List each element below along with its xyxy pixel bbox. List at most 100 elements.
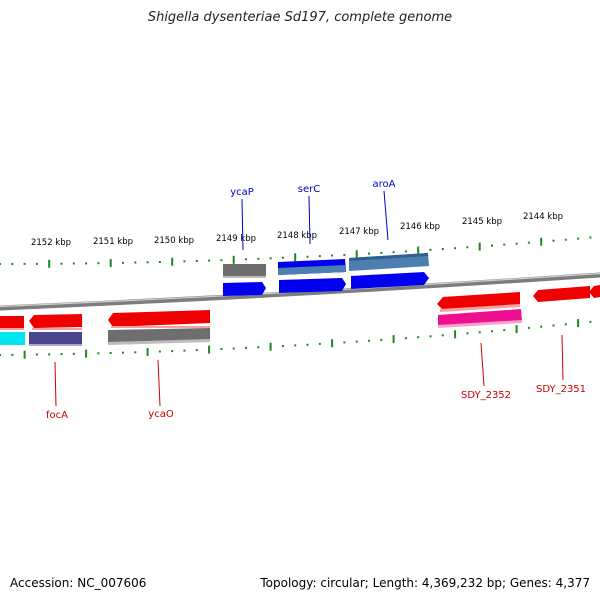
- leader-ycao: [157, 359, 161, 407]
- gene-feature[interactable]: [0, 316, 24, 328]
- minor-tick: [552, 324, 555, 327]
- major-tick: [269, 342, 272, 351]
- minor-tick: [208, 259, 211, 262]
- minor-tick: [183, 260, 186, 263]
- minor-tick: [72, 352, 75, 355]
- minor-tick: [368, 252, 370, 255]
- minor-tick: [245, 346, 247, 349]
- minor-tick: [0, 263, 1, 265]
- gene-label-ycao[interactable]: ycaO: [148, 409, 174, 420]
- gene-feature-highlight: [29, 344, 82, 346]
- scale-labels: 2152 kbp 2151 kbp 2150 kbp 2149 kbp 2148…: [31, 212, 563, 248]
- major-tick: [171, 257, 174, 266]
- minor-tick: [564, 238, 567, 241]
- major-tick: [48, 259, 51, 268]
- leader-serc: [308, 195, 311, 245]
- gene-feature[interactable]: [29, 332, 82, 345]
- major-tick: [85, 349, 88, 358]
- gene-label-sdy2351[interactable]: SDY_2351: [536, 384, 586, 395]
- leader-sdy2351: [561, 334, 564, 381]
- minor-tick: [527, 241, 530, 244]
- gene-feature[interactable]: [223, 282, 266, 296]
- minor-tick: [392, 251, 395, 254]
- reverse-strand-features: [0, 285, 600, 346]
- minor-tick: [97, 262, 100, 265]
- gene-feature[interactable]: [589, 285, 600, 298]
- gene-feature[interactable]: [533, 286, 590, 302]
- gene-feature[interactable]: [351, 272, 429, 289]
- gene-feature-shadow: [32, 328, 82, 330]
- minor-tick: [441, 248, 444, 250]
- minor-tick: [35, 353, 38, 356]
- scale-ticks-bottom: [0, 319, 592, 359]
- minor-tick: [109, 352, 112, 354]
- gene-feature-serc-lower: [278, 265, 346, 275]
- minor-tick: [0, 354, 1, 356]
- minor-tick: [269, 257, 272, 260]
- minor-tick: [589, 320, 592, 323]
- major-tick: [577, 319, 580, 328]
- major-tick: [294, 253, 297, 262]
- major-tick: [417, 246, 420, 255]
- minor-tick: [11, 353, 14, 356]
- gene-label-foca[interactable]: focA: [46, 410, 68, 421]
- minor-tick: [441, 334, 444, 337]
- gene-label-sdy2352[interactable]: SDY_2352: [461, 390, 511, 401]
- minor-tick: [134, 351, 137, 354]
- major-tick: [331, 339, 334, 348]
- minor-tick: [306, 255, 309, 258]
- minor-tick: [589, 236, 592, 239]
- minor-tick: [343, 253, 346, 256]
- minor-tick: [515, 242, 518, 245]
- minor-tick: [552, 239, 555, 242]
- major-tick: [454, 330, 457, 339]
- gene-labels-bottom: focA ycaO SDY_2352 SDY_2351: [46, 384, 586, 421]
- minor-tick: [281, 256, 284, 259]
- gene-label-serc[interactable]: serC: [298, 184, 320, 195]
- scale-label: 2151 kbp: [93, 237, 133, 247]
- map-title: Shigella dysenteriae Sd197, complete gen…: [147, 10, 453, 25]
- minor-tick: [245, 258, 247, 261]
- minor-tick: [380, 338, 383, 341]
- genome-summary-text: Topology: circular; Length: 4,369,232 bp…: [260, 576, 590, 590]
- minor-tick: [564, 323, 567, 326]
- minor-tick: [318, 342, 321, 345]
- minor-tick: [35, 262, 38, 265]
- minor-tick: [195, 349, 198, 352]
- minor-tick: [158, 350, 161, 353]
- minor-tick: [257, 257, 260, 260]
- major-tick: [23, 350, 26, 359]
- minor-tick: [281, 345, 284, 348]
- minor-tick: [503, 243, 506, 246]
- minor-tick: [343, 341, 346, 344]
- minor-tick: [429, 335, 432, 338]
- minor-tick: [134, 261, 137, 264]
- scale-label: 2144 kbp: [523, 212, 563, 222]
- minor-tick: [23, 262, 26, 265]
- gene-feature-shadow: [111, 326, 210, 328]
- gene-feature-highlight: [438, 320, 522, 328]
- gene-feature[interactable]: [29, 314, 82, 328]
- gene-label-ycap[interactable]: ycaP: [230, 187, 254, 198]
- gene-labels-top: ycaP serC aroA: [230, 179, 395, 198]
- gene-feature[interactable]: [108, 310, 210, 327]
- minor-tick: [257, 346, 260, 349]
- gene-feature[interactable]: [223, 264, 266, 277]
- scale-label: 2152 kbp: [31, 238, 71, 248]
- leader-ycap: [241, 198, 244, 251]
- scale-label: 2147 kbp: [339, 227, 379, 237]
- scale-label: 2150 kbp: [154, 236, 194, 246]
- minor-tick: [404, 250, 407, 253]
- minor-tick: [232, 347, 235, 350]
- minor-tick: [146, 261, 149, 264]
- accession-text: Accession: NC_007606: [10, 576, 147, 590]
- gene-feature[interactable]: [0, 332, 25, 345]
- minor-tick: [491, 330, 493, 333]
- gene-label-aroa[interactable]: aroA: [373, 179, 396, 190]
- minor-tick: [158, 261, 161, 263]
- minor-tick: [491, 244, 493, 247]
- minor-tick: [306, 343, 309, 346]
- genome-backbone: [0, 272, 600, 311]
- major-tick: [109, 259, 112, 267]
- gene-feature[interactable]: [279, 278, 346, 293]
